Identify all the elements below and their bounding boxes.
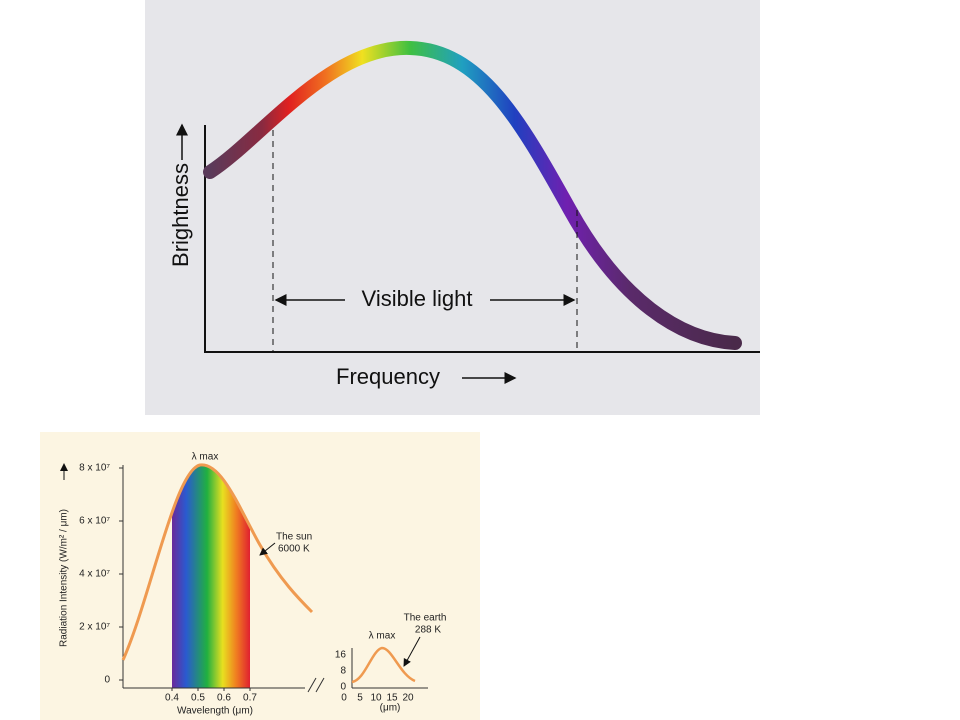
axis-break [307, 677, 325, 693]
sun-label: The sun [276, 532, 312, 543]
brightness-curve [203, 40, 742, 350]
x-axis-label: Wavelength (μm) [177, 706, 253, 717]
x-tick-label: 0.4 [165, 693, 179, 704]
peak-label: λ max [192, 452, 219, 463]
figure-background [145, 0, 760, 415]
inset-x-tick-label: 10 [370, 693, 382, 704]
sun-curve [121, 463, 314, 661]
y-tick-label: 8 x 10⁷ [79, 463, 110, 474]
earth-curve [351, 646, 416, 684]
figure-top: Visible light Brightness Frequency [145, 0, 760, 415]
inset-x-tick-label: 5 [357, 693, 363, 704]
x-tick-label: 0.5 [191, 693, 205, 704]
band-label: Visible light [362, 286, 473, 311]
earth-label: The earth [404, 613, 447, 624]
arrow [403, 636, 421, 667]
x-tick-label: 0.7 [243, 693, 257, 704]
figure-background [40, 432, 480, 720]
y-tick-label: 6 x 10⁷ [79, 516, 110, 527]
inset-x-tick-label: 20 [402, 693, 414, 704]
y-axis-label: Radiation Intensity (W/m² / μm) [59, 509, 70, 647]
y-tick-label: 0 [104, 675, 110, 686]
figure-bottom: λ max The sun 6000 K Radiation Intensity… [40, 432, 480, 720]
inset-y-tick-label: 16 [335, 650, 347, 661]
inset-y-tick-label: 0 [340, 682, 346, 693]
y-axis-label: Brightness [168, 163, 193, 267]
inset-peak-label: λ max [369, 631, 396, 642]
inset-x-axis-label: (μm) [380, 703, 401, 714]
arrow [259, 542, 276, 556]
y-tick-label: 4 x 10⁷ [79, 569, 110, 580]
inset-x-tick-label: 0 [341, 693, 347, 704]
inset-x-tick-label: 15 [386, 693, 398, 704]
earth-label: 288 K [415, 625, 441, 636]
x-tick-label: 0.6 [217, 693, 231, 704]
sun-label: 6000 K [278, 544, 310, 555]
x-axis-label: Frequency [336, 364, 440, 389]
inset-y-tick-label: 8 [340, 666, 346, 677]
y-tick-label: 2 x 10⁷ [79, 622, 110, 633]
